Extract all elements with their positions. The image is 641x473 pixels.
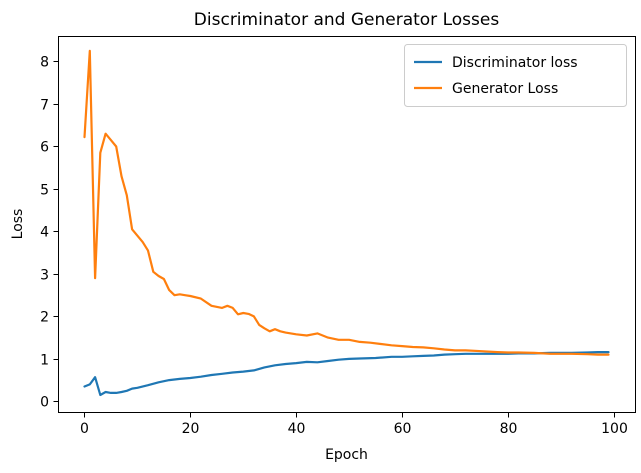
y-tick-label: 7 bbox=[40, 98, 49, 114]
y-tick-label: 6 bbox=[40, 140, 49, 156]
x-axis-ticks: 0 20 40 60 80 100 bbox=[80, 412, 628, 437]
legend: Discriminator loss Generator Loss bbox=[404, 44, 627, 107]
x-tick-label: 100 bbox=[601, 421, 628, 437]
y-tick-label: 8 bbox=[40, 55, 49, 71]
y-tick-label: 4 bbox=[40, 225, 49, 241]
legend-label: Discriminator loss bbox=[452, 55, 578, 71]
x-tick-label: 0 bbox=[80, 421, 89, 437]
x-tick-label: 60 bbox=[394, 421, 412, 437]
plot-lines bbox=[83, 49, 610, 397]
x-tick-label: 80 bbox=[500, 421, 518, 437]
y-tick-label: 2 bbox=[40, 310, 49, 326]
chart-title: Discriminator and Generator Losses bbox=[194, 10, 500, 30]
y-axis-label: Loss bbox=[10, 209, 26, 240]
plot-frame bbox=[58, 36, 636, 413]
y-tick-label: 3 bbox=[40, 268, 49, 284]
y-tick-label: 1 bbox=[40, 353, 49, 369]
series-line-generator bbox=[83, 49, 610, 356]
legend-label: Generator Loss bbox=[452, 81, 558, 97]
series-line-discriminator bbox=[83, 351, 610, 397]
x-axis-label: Epoch bbox=[325, 447, 368, 463]
legend-box bbox=[404, 44, 627, 107]
y-tick-label: 0 bbox=[40, 395, 49, 411]
y-tick-label: 5 bbox=[40, 183, 49, 199]
x-tick-label: 40 bbox=[288, 421, 306, 437]
y-axis-ticks: 0 1 2 3 4 5 6 7 8 bbox=[40, 55, 59, 411]
x-tick-label: 20 bbox=[182, 421, 200, 437]
